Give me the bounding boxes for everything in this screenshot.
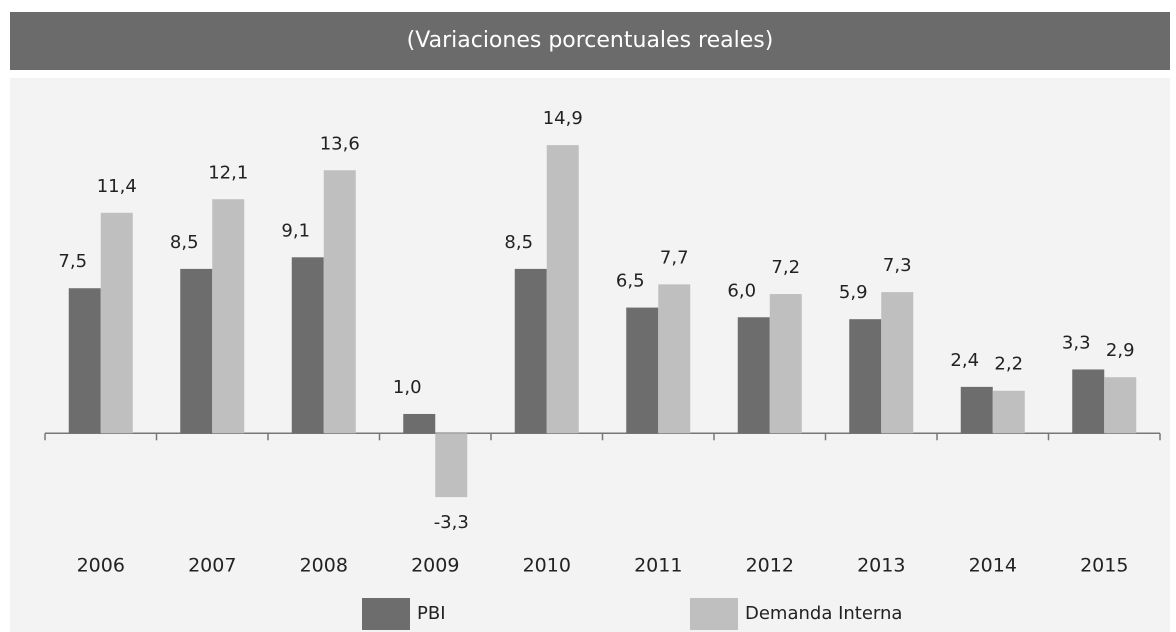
bar <box>180 268 213 434</box>
bar <box>658 284 691 434</box>
x-tick-label: 2012 <box>746 555 794 577</box>
value-label: 2,9 <box>1106 340 1135 361</box>
bar <box>212 199 245 434</box>
bar <box>514 268 547 434</box>
bar <box>68 288 101 434</box>
bar <box>1072 369 1105 434</box>
value-label: 7,7 <box>660 247 689 268</box>
value-label: 7,5 <box>58 251 87 272</box>
value-label: 9,1 <box>281 220 310 241</box>
x-tick-label: 2013 <box>857 555 905 577</box>
x-tick-label: 2008 <box>300 555 348 577</box>
x-tick-label: 2011 <box>634 555 682 577</box>
value-label: 8,5 <box>504 232 533 253</box>
header-band <box>10 12 1170 70</box>
value-label: 14,9 <box>543 108 583 129</box>
bar <box>626 307 659 434</box>
x-tick-label: 2006 <box>77 555 125 577</box>
value-label: 6,0 <box>727 280 756 301</box>
bar <box>881 292 914 434</box>
bar <box>100 212 133 434</box>
legend-swatch <box>362 598 410 630</box>
value-label: 7,3 <box>883 255 912 276</box>
bar <box>546 145 579 434</box>
value-label: 13,6 <box>320 133 360 154</box>
value-label: 7,2 <box>771 257 800 278</box>
value-label: 5,9 <box>839 282 868 303</box>
x-tick-label: 2015 <box>1080 555 1128 577</box>
bar <box>323 170 356 434</box>
value-label: 6,5 <box>616 271 645 292</box>
bar <box>992 390 1025 434</box>
legend-label: PBI <box>417 603 446 624</box>
value-label: 3,3 <box>1062 332 1091 353</box>
bar <box>960 386 993 434</box>
value-label: 1,0 <box>393 377 422 398</box>
value-label: 2,4 <box>950 350 979 371</box>
bar <box>403 413 436 434</box>
x-tick-label: 2010 <box>523 555 571 577</box>
bar <box>849 319 882 434</box>
value-label: 12,1 <box>208 162 248 183</box>
legend-swatch <box>690 598 738 630</box>
bar <box>291 257 324 434</box>
bar <box>1104 377 1137 434</box>
legend-label: Demanda Interna <box>745 603 902 624</box>
bar <box>435 433 468 498</box>
value-label: -3,3 <box>434 512 469 533</box>
chart-title: (Variaciones porcentuales reales) <box>407 28 774 53</box>
bar <box>769 294 802 434</box>
x-tick-label: 2014 <box>969 555 1017 577</box>
bar <box>737 317 770 434</box>
x-tick-label: 2007 <box>188 555 236 577</box>
value-label: 11,4 <box>97 176 137 197</box>
value-label: 2,2 <box>994 354 1023 375</box>
value-label: 8,5 <box>170 232 199 253</box>
x-tick-label: 2009 <box>411 555 459 577</box>
